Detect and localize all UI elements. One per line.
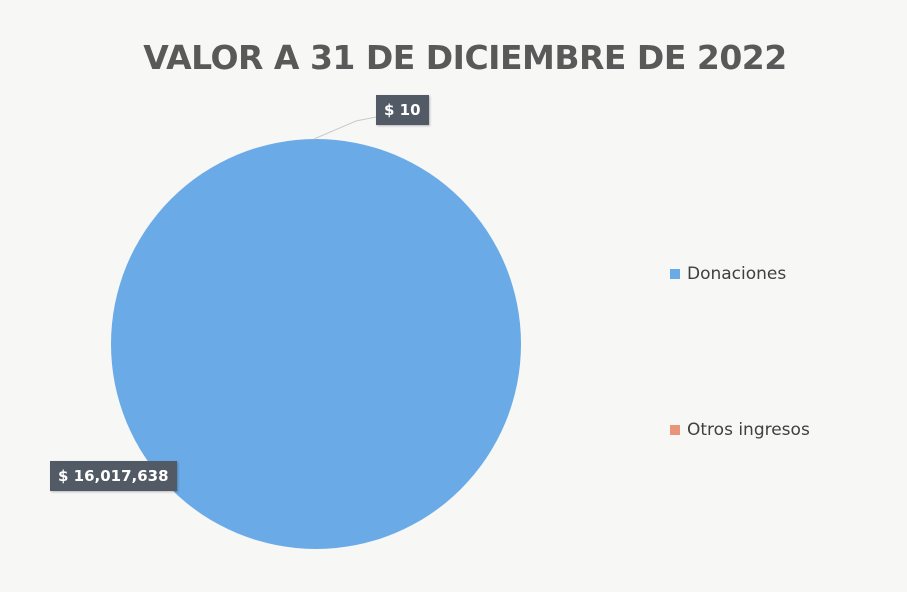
- legend-item-otros-ingresos: Otros ingresos: [670, 420, 810, 440]
- legend-label-otros-ingresos: Otros ingresos: [687, 420, 810, 440]
- chart-title: VALOR A 31 DE DICIEMBRE DE 2022: [143, 38, 787, 77]
- legend-item-donaciones: Donaciones: [670, 264, 786, 284]
- leader-line-otros-ingresos: [313, 116, 377, 140]
- pie-slices: [111, 139, 521, 549]
- legend-swatch-otros-ingresos: [670, 425, 680, 435]
- data-label-otros-ingresos: $ 10: [376, 95, 429, 125]
- legend-label-donaciones: Donaciones: [687, 264, 787, 284]
- legend-swatch-donaciones: [670, 269, 680, 279]
- data-label-donaciones: $ 16,017,638: [50, 461, 177, 491]
